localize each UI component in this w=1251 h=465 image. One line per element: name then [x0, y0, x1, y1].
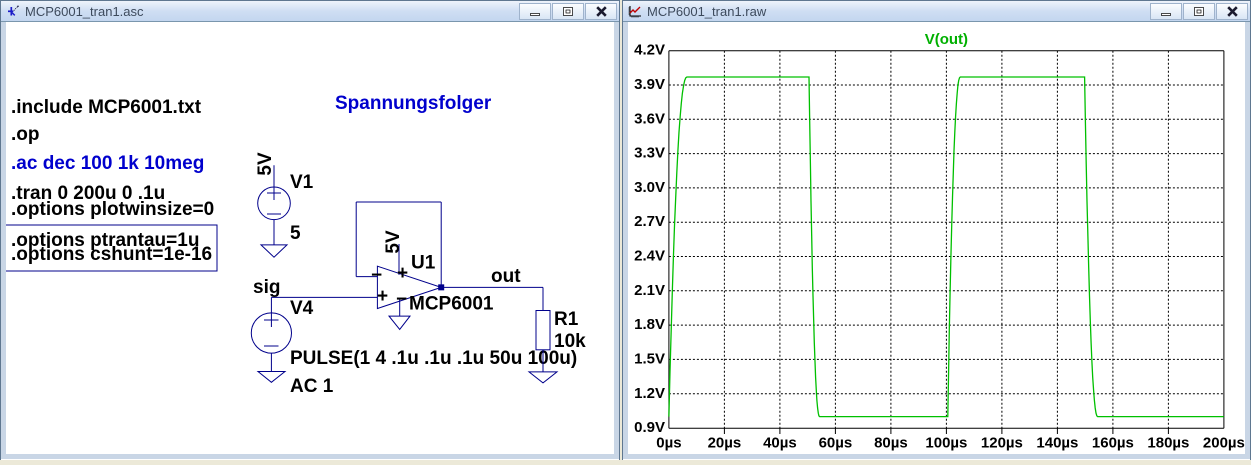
- svg-text:U1: U1: [411, 252, 436, 273]
- svg-text:1.8V: 1.8V: [634, 316, 665, 333]
- svg-text:80µs: 80µs: [874, 434, 908, 451]
- svg-text:.options plotwinsize=0: .options plotwinsize=0: [11, 199, 214, 220]
- svg-text:2.1V: 2.1V: [634, 282, 665, 299]
- svg-text:.ac dec 100 1k 10meg: .ac dec 100 1k 10meg: [11, 153, 204, 174]
- svg-text:.include MCP6001.txt: .include MCP6001.txt: [11, 97, 202, 118]
- svg-text:100µs: 100µs: [925, 434, 967, 451]
- svg-text:V4: V4: [290, 298, 314, 319]
- svg-text:200µs: 200µs: [1203, 434, 1245, 451]
- svg-text:120µs: 120µs: [981, 434, 1023, 451]
- svg-text:PULSE(1 4 .1u .1u .1u 50u 100u: PULSE(1 4 .1u .1u .1u 50u 100u): [290, 348, 577, 369]
- svg-text:3.6V: 3.6V: [634, 110, 665, 127]
- svg-text:+: +: [377, 286, 388, 307]
- svg-text:MCP6001: MCP6001: [409, 293, 494, 314]
- svg-text:1.5V: 1.5V: [634, 350, 665, 367]
- svg-text:Spannungsfolger: Spannungsfolger: [335, 93, 492, 114]
- svg-text:−: −: [371, 265, 382, 286]
- svg-text:3.9V: 3.9V: [634, 76, 665, 93]
- svg-text:10k: 10k: [554, 331, 586, 352]
- svg-text:2.4V: 2.4V: [634, 248, 665, 265]
- svg-text:+: +: [397, 263, 408, 284]
- svg-text:20µs: 20µs: [708, 434, 742, 451]
- svg-text:180µs: 180µs: [1147, 434, 1189, 451]
- svg-text:AC 1: AC 1: [290, 376, 334, 397]
- svg-text:V1: V1: [290, 172, 314, 193]
- svg-text:40µs: 40µs: [763, 434, 797, 451]
- svg-text:0µs: 0µs: [656, 434, 681, 451]
- svg-text:160µs: 160µs: [1092, 434, 1134, 451]
- svg-text:.op: .op: [11, 124, 40, 145]
- svg-text:out: out: [491, 266, 521, 287]
- svg-text:140µs: 140µs: [1036, 434, 1078, 451]
- svg-text:3.0V: 3.0V: [634, 179, 665, 196]
- svg-text:5V: 5V: [255, 152, 276, 176]
- svg-text:R1: R1: [554, 309, 579, 330]
- svg-text:V(out): V(out): [925, 31, 968, 48]
- svg-text:.options cshunt=1e-16: .options cshunt=1e-16: [11, 244, 212, 265]
- svg-text:5V: 5V: [383, 230, 404, 254]
- svg-text:4.2V: 4.2V: [634, 42, 665, 59]
- svg-text:5: 5: [290, 223, 301, 244]
- svg-text:sig: sig: [253, 277, 280, 298]
- svg-text:1.2V: 1.2V: [634, 385, 665, 402]
- svg-text:3.3V: 3.3V: [634, 145, 665, 162]
- svg-text:2.7V: 2.7V: [634, 213, 665, 230]
- svg-text:−: −: [396, 289, 407, 310]
- svg-text:60µs: 60µs: [819, 434, 853, 451]
